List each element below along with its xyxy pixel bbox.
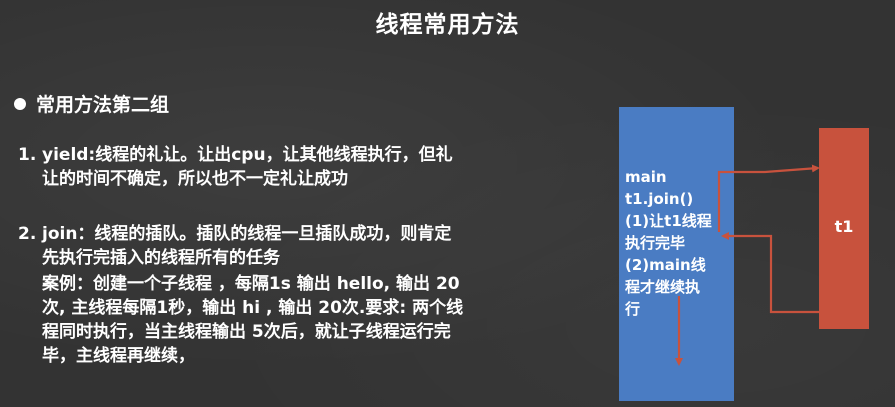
example-line: 案例：创建一个子线程 ，每隔1s 输出 hello, 输出 20	[42, 274, 460, 294]
arrow-back-to-main	[721, 232, 819, 314]
main-text-line: main	[625, 168, 667, 186]
list-item-join: 2. join：线程的插队。插队的线程一旦插队成功，则肯定 先执行完插入的线程所有…	[18, 222, 598, 270]
arrow-to-t1	[717, 164, 820, 232]
bullet-icon	[14, 97, 26, 110]
item-text-line1: join：线程的插队。插队的线程一旦插队成功，则肯定	[42, 224, 452, 244]
example-text: 案例：创建一个子线程 ，每隔1s 输出 hello, 输出 20 次, 主线程每…	[42, 272, 590, 368]
main-text-line: t1.join()	[625, 190, 694, 208]
t1-thread-box	[819, 128, 869, 329]
main-text-line: (2)main线	[625, 256, 706, 274]
main-text-line: 行	[625, 300, 641, 318]
main-thread-box	[619, 107, 734, 401]
example-line: 次, 主线程每隔1秒，输出 hi , 输出 20次.要求: 两个线	[42, 298, 464, 318]
slide-title: 线程常用方法	[375, 12, 520, 38]
section-heading-text: 常用方法第二组	[36, 94, 170, 116]
main-text-line: (1)让t1线程	[625, 212, 712, 230]
item-number: 2.	[18, 224, 37, 244]
item-text-line2: 先执行完插入的线程所有的任务	[42, 248, 280, 268]
t1-label: t1	[834, 217, 854, 236]
example-line: 程同时执行，当主线程输出 5次后，就让子线程运行完	[42, 322, 451, 342]
main-text-line: 程才继续执	[625, 278, 701, 296]
example-line: 毕，主线程再继续，	[42, 346, 195, 366]
main-thread-text: main t1.join() (1)让t1线程 执行完毕 (2)main线 程才…	[625, 166, 735, 320]
section-heading: 常用方法第二组	[14, 90, 169, 117]
item-text-line1: yield:线程的礼让。让出cpu，让其他线程执行，但礼	[42, 145, 453, 165]
item-text-line2: 让的时间不确定，所以也不一定礼让成功	[42, 169, 348, 189]
item-number: 1.	[18, 145, 37, 165]
main-text-line: 执行完毕	[625, 234, 686, 252]
list-item-yield: 1. yield:线程的礼让。让出cpu，让其他线程执行，但礼 让的时间不确定，所…	[18, 143, 598, 191]
